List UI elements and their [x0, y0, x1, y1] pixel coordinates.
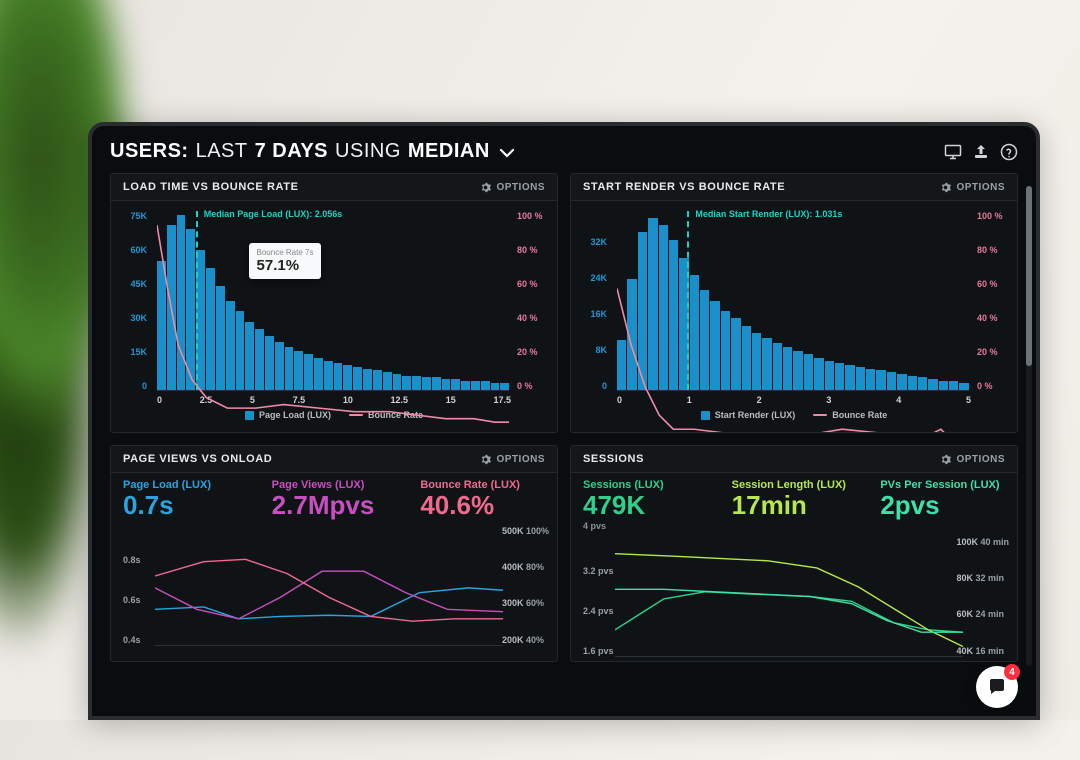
dashboard-screen: USERS: LAST 7 DAYS USING MEDIAN LOAD TIM… [92, 126, 1036, 716]
gear-icon [480, 454, 491, 465]
tooltip: Bounce Rate 7s 57.1% [249, 243, 322, 279]
panel-title: START RENDER VS BOUNCE RATE [583, 181, 785, 193]
chart-body: 32K24K16K8K0 100 %80 %60 %40 %20 %0 % Me… [571, 201, 1017, 432]
options-label: OPTIONS [956, 454, 1005, 465]
options-label: OPTIONS [496, 182, 545, 193]
chat-icon [987, 677, 1007, 697]
median-line: Median Start Render (LUX): 1.031s [687, 211, 689, 390]
title-part: USING [335, 140, 401, 163]
share-icon[interactable] [972, 143, 990, 161]
laptop-frame: USERS: LAST 7 DAYS USING MEDIAN LOAD TIM… [88, 122, 1040, 720]
metrics-row: Sessions (LUX)479K4 pvsSession Length (L… [571, 473, 1017, 535]
metric-card: Page Load (LUX)0.7s [111, 473, 260, 524]
header-actions [944, 143, 1018, 161]
multi-line-chart: 3.2 pvs2.4 pvs1.6 pvs 100K 40 min80K 32 … [615, 537, 963, 657]
panel-header: START RENDER VS BOUNCE RATE OPTIONS [571, 174, 1017, 201]
help-icon[interactable] [1000, 143, 1018, 161]
title-part: LAST [196, 140, 248, 163]
median-label: Median Start Render (LUX): 1.031s [695, 209, 842, 219]
y-axis-left: 75K60K45K30K15K0 [119, 211, 147, 391]
metric-card: Page Views (LUX)2.7Mpvs [260, 473, 409, 524]
x-axis: 02.557.51012.51517.5 [119, 391, 549, 405]
chart-body: 3.2 pvs2.4 pvs1.6 pvs 100K 40 min80K 32 … [571, 537, 1017, 661]
title-part: MEDIAN [408, 140, 490, 163]
y-axis-left: 3.2 pvs2.4 pvs1.6 pvs [583, 537, 614, 656]
panel-title: SESSIONS [583, 453, 644, 465]
y-axis-right: 100 %80 %60 %40 %20 %0 % [517, 211, 549, 391]
options-label: OPTIONS [956, 182, 1005, 193]
title-part: 7 DAYS [255, 140, 328, 163]
metrics-row: Page Load (LUX)0.7sPage Views (LUX)2.7Mp… [111, 473, 557, 524]
x-axis: 012345 [579, 391, 1009, 405]
y-axis-right: 500K 100%400K 80%300K 60%200K 40% [502, 526, 549, 645]
options-label: OPTIONS [496, 454, 545, 465]
line-overlay [615, 537, 963, 656]
metric-card: PVs Per Session (LUX)2pvs [868, 473, 1017, 535]
page-title[interactable]: USERS: LAST 7 DAYS USING MEDIAN [110, 140, 515, 163]
panel-title: LOAD TIME VS BOUNCE RATE [123, 181, 299, 193]
y-axis-left: 32K24K16K8K0 [579, 211, 607, 391]
tooltip-value: 57.1% [257, 257, 314, 274]
gear-icon [480, 182, 491, 193]
legend: Start Render (LUX)Bounce Rate [579, 405, 1009, 428]
options-button[interactable]: OPTIONS [480, 182, 545, 193]
chart-body: 75K60K45K30K15K0 100 %80 %60 %40 %20 %0 … [111, 201, 557, 432]
legend: Page Load (LUX)Bounce Rate [119, 405, 549, 428]
y-axis-right: 100K 40 min80K 32 min60K 24 min40K 16 mi… [956, 537, 1009, 656]
chevron-down-icon[interactable] [499, 144, 515, 160]
panel-title: PAGE VIEWS VS ONLOAD [123, 453, 272, 465]
gear-icon [940, 182, 951, 193]
metric-card: Session Length (LUX)17min [720, 473, 869, 535]
notification-badge: 4 [1004, 664, 1020, 680]
options-button[interactable]: OPTIONS [940, 454, 1005, 465]
line-overlay [155, 526, 503, 645]
title-prefix: USERS: [110, 140, 189, 163]
metric-card: Bounce Rate (LUX)40.6% [408, 473, 557, 524]
scrollbar[interactable] [1026, 186, 1032, 666]
metric-card: Sessions (LUX)479K4 pvs [571, 473, 720, 535]
bar-chart: Median Page Load (LUX): 2.056s Bounce Ra… [157, 211, 509, 391]
panel-header: PAGE VIEWS VS ONLOAD OPTIONS [111, 446, 557, 473]
page-header: USERS: LAST 7 DAYS USING MEDIAN [110, 140, 1018, 173]
median-line: Median Page Load (LUX): 2.056s [196, 211, 198, 390]
monitor-icon[interactable] [944, 143, 962, 161]
chart-body: 0.8s0.6s0.4s 500K 100%400K 80%300K 60%20… [111, 526, 557, 650]
options-button[interactable]: OPTIONS [480, 454, 545, 465]
panel-header: LOAD TIME VS BOUNCE RATE OPTIONS [111, 174, 557, 201]
tooltip-label: Bounce Rate 7s [257, 248, 314, 257]
panel-page-views: PAGE VIEWS VS ONLOAD OPTIONS Page Load (… [110, 445, 558, 662]
y-axis-left: 0.8s0.6s0.4s [123, 526, 141, 645]
bar-chart: Median Start Render (LUX): 1.031s [617, 211, 969, 391]
panel-start-render: START RENDER VS BOUNCE RATE OPTIONS 32K2… [570, 173, 1018, 433]
chat-button[interactable]: 4 [976, 666, 1018, 708]
y-axis-right: 100 %80 %60 %40 %20 %0 % [977, 211, 1009, 391]
panel-sessions: SESSIONS OPTIONS Sessions (LUX)479K4 pvs… [570, 445, 1018, 662]
multi-line-chart: 0.8s0.6s0.4s 500K 100%400K 80%300K 60%20… [155, 526, 503, 646]
gear-icon [940, 454, 951, 465]
options-button[interactable]: OPTIONS [940, 182, 1005, 193]
charts-row-1: LOAD TIME VS BOUNCE RATE OPTIONS 75K60K4… [110, 173, 1018, 433]
median-label: Median Page Load (LUX): 2.056s [204, 209, 343, 219]
panel-load-time: LOAD TIME VS BOUNCE RATE OPTIONS 75K60K4… [110, 173, 558, 433]
panel-header: SESSIONS OPTIONS [571, 446, 1017, 473]
charts-row-2: PAGE VIEWS VS ONLOAD OPTIONS Page Load (… [110, 445, 1018, 662]
